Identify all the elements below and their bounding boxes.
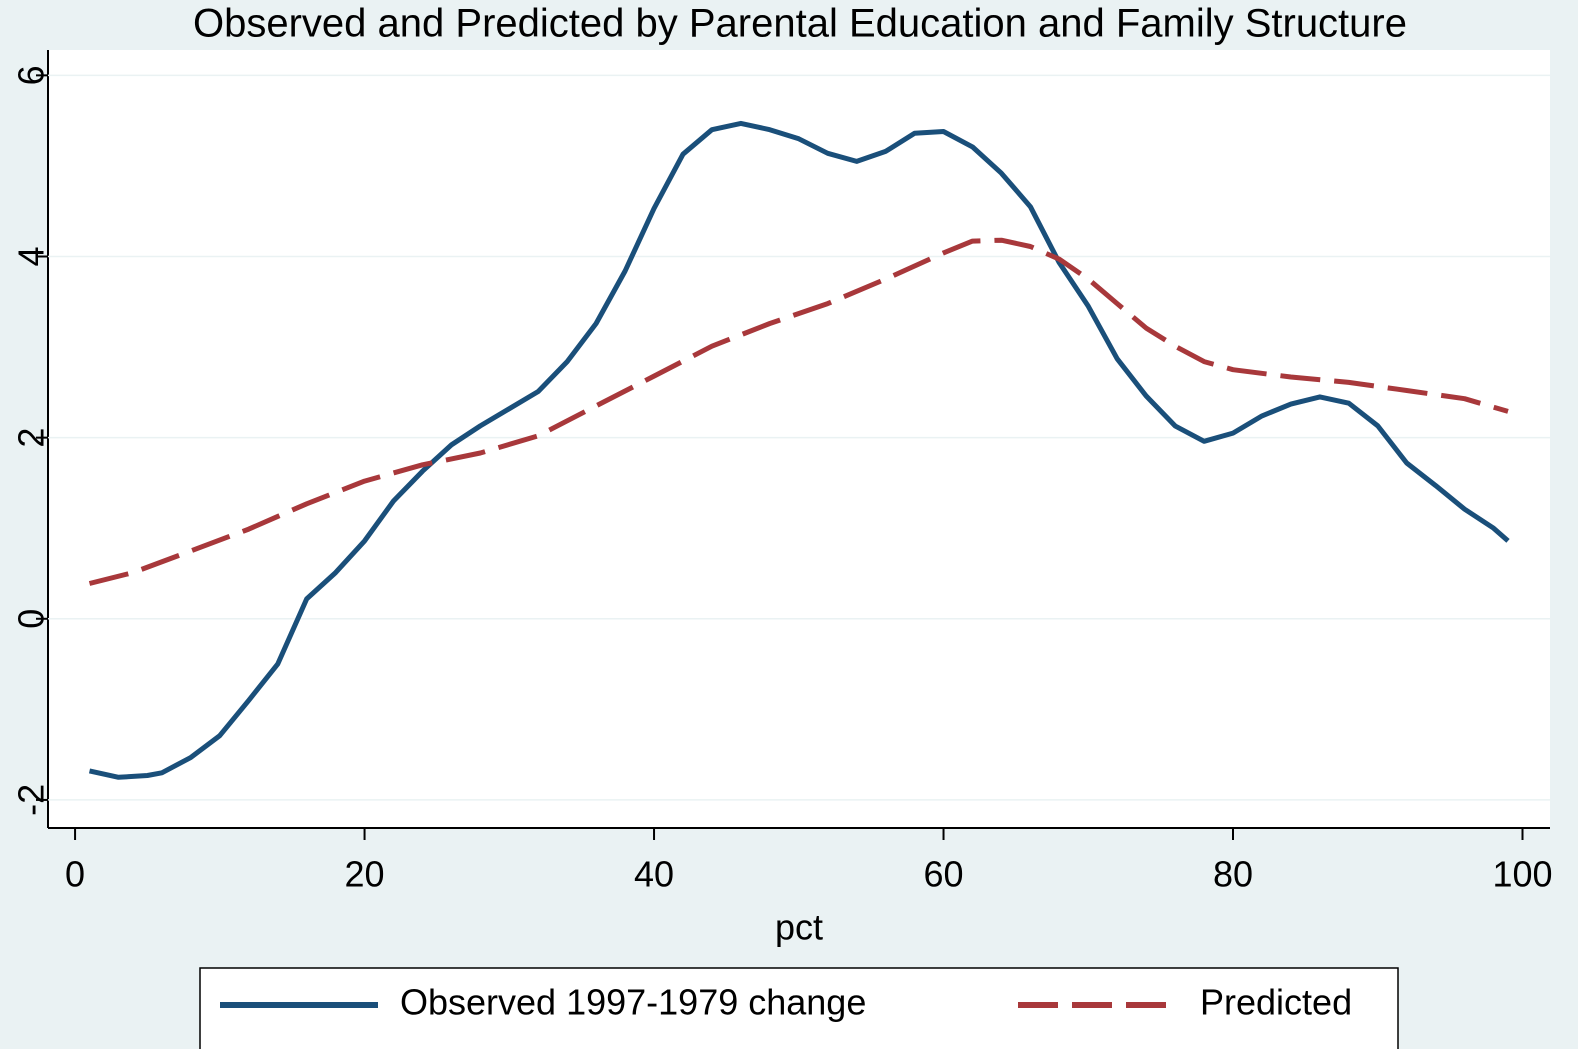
y-tick-label: -2	[11, 784, 52, 816]
y-tick-label: 6	[11, 65, 52, 85]
x-tick-label: 0	[65, 854, 85, 895]
x-tick-label: 60	[924, 854, 964, 895]
chart-title: Observed and Predicted by Parental Educa…	[193, 2, 1407, 46]
legend	[199, 967, 1399, 1049]
x-axis-label: pct	[775, 907, 823, 948]
plot-area	[48, 50, 1550, 828]
x-tick-label: 20	[345, 854, 385, 895]
y-tick-label: 4	[11, 246, 52, 266]
x-tick-label: 80	[1213, 854, 1253, 895]
y-tick-label: 2	[11, 428, 52, 448]
x-tick-label: 40	[634, 854, 674, 895]
y-tick-label: 0	[11, 609, 52, 629]
series-line	[88, 120, 1510, 780]
legend-label: Predicted	[1200, 982, 1352, 1023]
series-line	[88, 237, 1509, 586]
x-tick-label: 100	[1492, 854, 1552, 895]
legend-label: Observed 1997-1979 change	[400, 982, 866, 1023]
